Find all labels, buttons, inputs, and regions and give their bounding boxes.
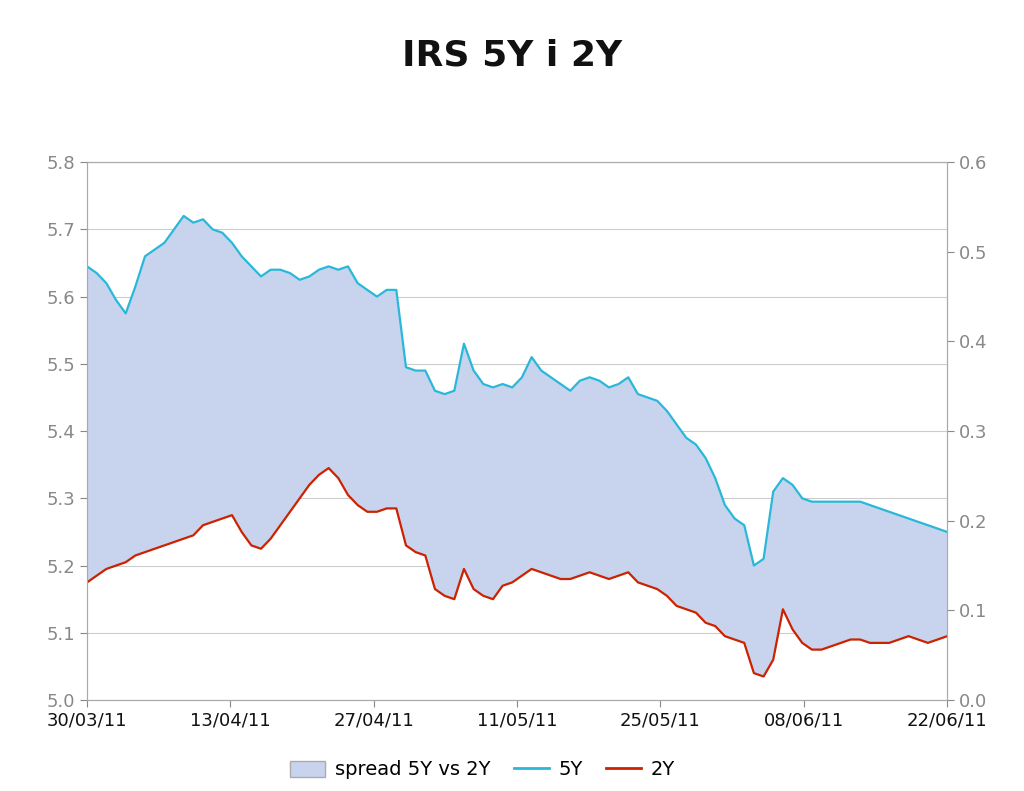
Text: IRS 5Y i 2Y: IRS 5Y i 2Y — [402, 39, 622, 72]
Legend: spread 5Y vs 2Y, 5Y, 2Y: spread 5Y vs 2Y, 5Y, 2Y — [283, 752, 683, 787]
